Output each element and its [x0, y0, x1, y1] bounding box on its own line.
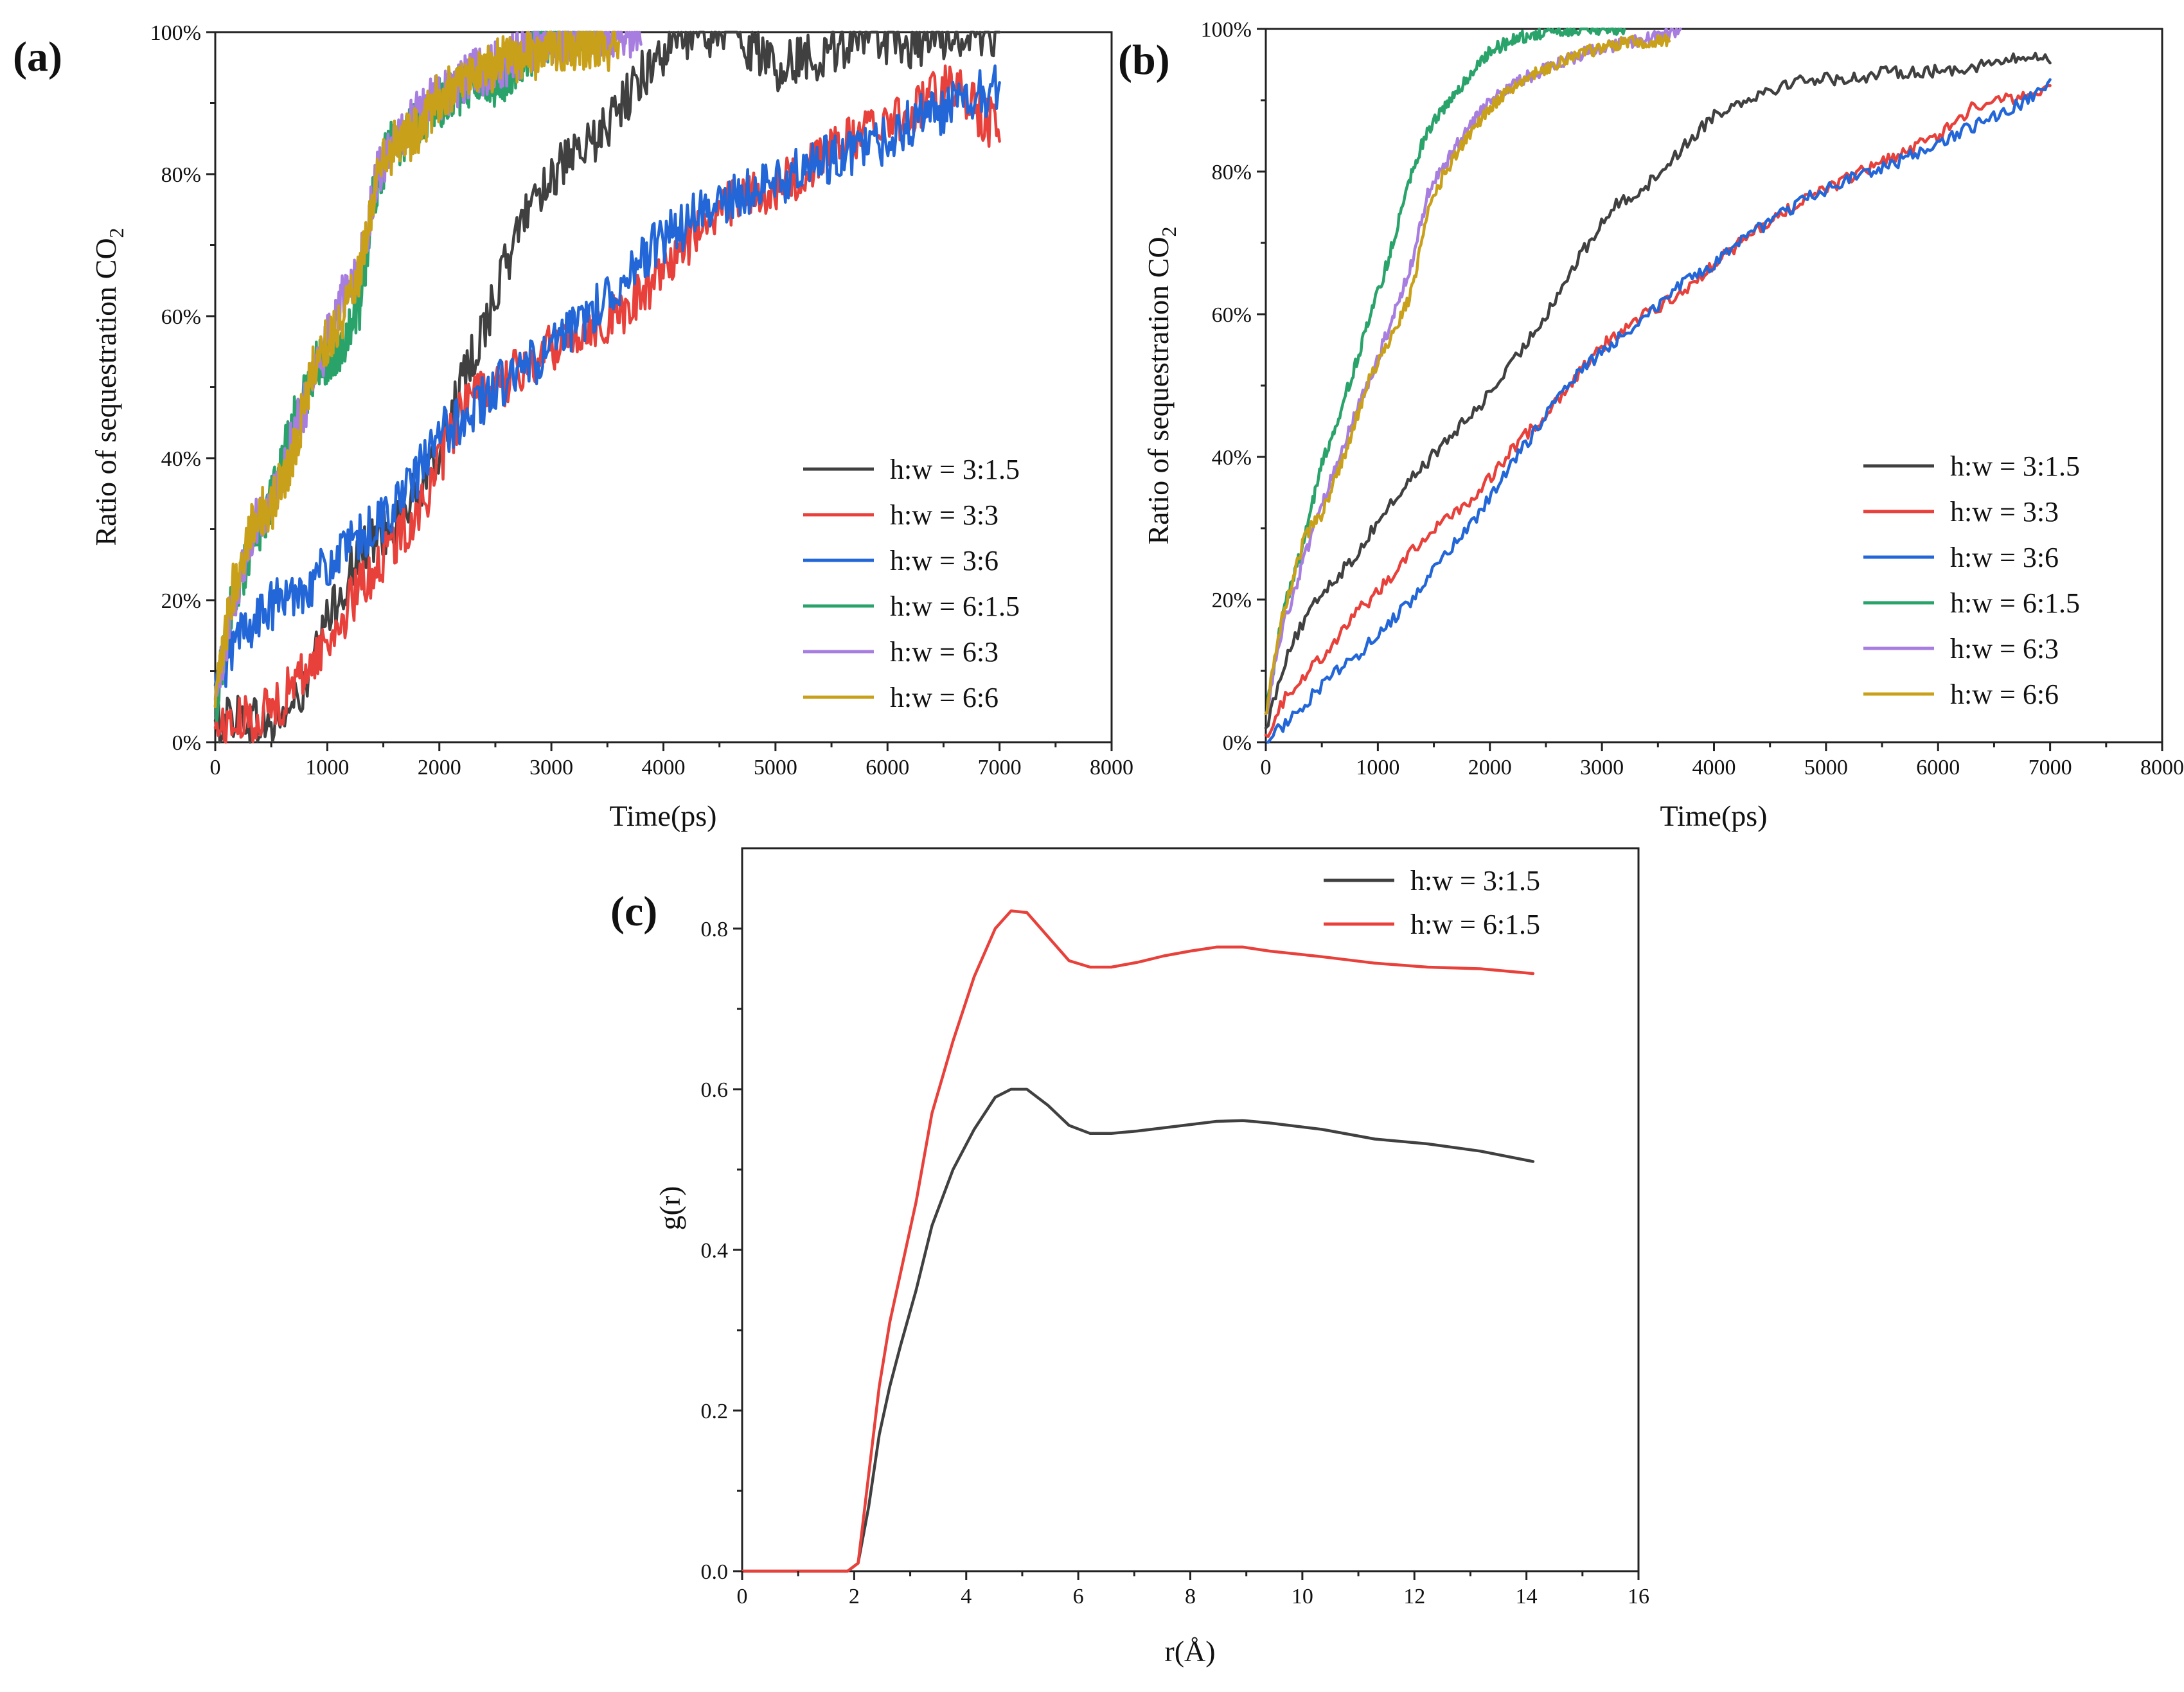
legend-entry-label: h:w = 6:3: [1950, 633, 2059, 664]
x-tick-label: 16: [1628, 1585, 1649, 1608]
panel-c-series-group: [740, 909, 1535, 1573]
series-line-h-w-6-6: [213, 30, 621, 709]
panel-c-x-axis-label: r(Å): [1164, 1635, 1215, 1668]
legend-entry-label: h:w = 3:1.5: [1950, 450, 2080, 482]
y-tick-label: 0.8: [701, 918, 729, 941]
x-tick-label: 12: [1403, 1585, 1425, 1608]
legend-entry-label: h:w = 3:1.5: [890, 454, 1020, 485]
panel-a-y-axis-label: Ratio of sequestration CO2: [89, 227, 128, 546]
x-tick-label: 1000: [305, 756, 349, 779]
series-line-h-w-3-6: [1264, 78, 2052, 744]
panel-a-series-group: [213, 30, 1001, 744]
legend-entry-label: h:w = 3:6: [1950, 542, 2059, 573]
x-tick-label: 5000: [1804, 756, 1848, 779]
legend-entry-label: h:w = 6:6: [890, 682, 999, 713]
legend-entry-label: h:w = 3:3: [890, 499, 999, 531]
x-tick-label: 4000: [642, 756, 686, 779]
x-tick-label: 1000: [1356, 756, 1399, 779]
panel-b-y-axis-label: Ratio of sequestration CO2: [1142, 226, 1180, 544]
x-tick-label: 2: [849, 1585, 860, 1608]
panel-a-tag: (a): [13, 33, 62, 80]
y-tick-label: 0%: [172, 731, 201, 755]
panel-c-ticks: 0 2 4 6 8 10 12 14 16 0.0 0.2 0.4 0.6 0.8: [701, 918, 1650, 1608]
panel-b-legend: h:w = 3:1.5 h:w = 3:3 h:w = 3:6 h:w = 6:1.5…: [1863, 450, 2080, 710]
panel-c-legend: h:w = 3:1.5 h:w = 6:1.5: [1324, 865, 1540, 940]
legend-entry-label: h:w = 6:6: [1950, 679, 2059, 710]
legend-entry-label: h:w = 6:1.5: [1410, 909, 1540, 940]
y-tick-label: 80%: [1212, 161, 1252, 184]
x-tick-label: 3000: [529, 756, 573, 779]
series-line-h-w-3-1-5: [1264, 51, 2052, 730]
y-tick-label: 0.4: [701, 1239, 729, 1263]
x-tick-label: 5000: [754, 756, 797, 779]
y-tick-label: 40%: [1212, 446, 1252, 470]
x-tick-label: 7000: [2029, 756, 2072, 779]
panel-b-x-axis-label: Time(ps): [1660, 799, 1768, 832]
panel-a-legend: h:w = 3:1.5 h:w = 3:3 h:w = 3:6 h:w = 6:1.5…: [803, 454, 1020, 713]
x-tick-label: 4: [961, 1585, 972, 1608]
series-line-h-w-3-3: [213, 64, 1001, 744]
x-tick-label: 2000: [1468, 756, 1512, 779]
legend-entry-label: h:w = 6:1.5: [1950, 587, 2080, 619]
legend-entry-label: h:w = 3:1.5: [1410, 865, 1540, 896]
y-tick-label: 0%: [1223, 731, 1252, 755]
legend-entry-label: h:w = 3:3: [1950, 496, 2059, 528]
y-tick-label: 100%: [1201, 18, 1252, 42]
series-line-h-w-6-3: [1264, 27, 1682, 715]
y-tick-label: 20%: [1212, 589, 1252, 612]
y-tick-label: 0.6: [701, 1078, 729, 1102]
series-line-h-w-6-6: [1264, 33, 1671, 715]
series-line-h-w-6-1-5: [740, 909, 1535, 1573]
x-tick-label: 10: [1292, 1585, 1313, 1608]
y-tick-label: 60%: [161, 305, 201, 329]
x-tick-label: 3000: [1580, 756, 1624, 779]
y-tick-label: 20%: [161, 589, 201, 613]
y-tick-label: 80%: [161, 163, 201, 187]
series-line-h-w-3-3: [1264, 84, 2052, 738]
legend-entry-label: h:w = 6:3: [890, 636, 999, 668]
x-tick-label: 6000: [1916, 756, 1960, 779]
panel-a-ticks: 0 1000 2000 3000 4000 5000 6000 7000 8000 0% 20% 40…: [150, 21, 1133, 779]
y-tick-label: 0.0: [701, 1560, 729, 1584]
panel-b: (b) 0 1000 2000 3000 4000 5000 6000 7000 8000 0% 2…: [1118, 18, 2184, 832]
legend-entry-label: h:w = 3:6: [890, 545, 999, 576]
x-tick-label: 4000: [1692, 756, 1736, 779]
y-tick-label: 60%: [1212, 303, 1252, 327]
x-tick-label: 14: [1516, 1585, 1538, 1608]
x-tick-label: 0: [737, 1585, 748, 1608]
x-tick-label: 6: [1073, 1585, 1084, 1608]
x-tick-label: 8000: [1090, 756, 1133, 779]
panel-a-x-axis-label: Time(ps): [610, 799, 717, 832]
y-tick-label: 40%: [161, 447, 201, 471]
y-tick-label: 100%: [150, 21, 201, 45]
x-tick-label: 0: [1261, 756, 1272, 779]
y-tick-label: 0.2: [701, 1400, 729, 1423]
panel-c-y-axis-label: g(r): [653, 1186, 686, 1231]
series-line-h-w-3-1-5: [740, 1087, 1535, 1573]
panel-c: (c) 0 2 4 6 8 10 12 14 16 0.0 0.2 0.4 0.6 0.8 r(Å) g(…: [610, 847, 1650, 1668]
x-tick-label: 2000: [418, 756, 461, 779]
legend-entry-label: h:w = 6:1.5: [890, 591, 1020, 622]
x-tick-label: 8000: [2140, 756, 2184, 779]
panel-c-tag: (c): [610, 888, 657, 935]
panel-a: (a) 0 1000 2000 3000 4000 5000 6000 7000 8000 0% 2…: [13, 21, 1133, 832]
panel-b-series-group: [1264, 27, 2052, 744]
panel-b-ticks: 0 1000 2000 3000 4000 5000 6000 7000 8000 0% 20% 40…: [1201, 18, 2184, 779]
x-tick-label: 0: [210, 756, 221, 779]
series-line-h-w-6-1-5: [1264, 27, 1626, 715]
x-tick-label: 7000: [978, 756, 1022, 779]
series-line-h-w-3-1-5: [213, 30, 1001, 744]
x-tick-label: 8: [1185, 1585, 1196, 1608]
x-tick-label: 6000: [866, 756, 909, 779]
series-line-h-w-3-6: [213, 64, 1001, 688]
panel-b-tag: (b): [1118, 37, 1170, 84]
